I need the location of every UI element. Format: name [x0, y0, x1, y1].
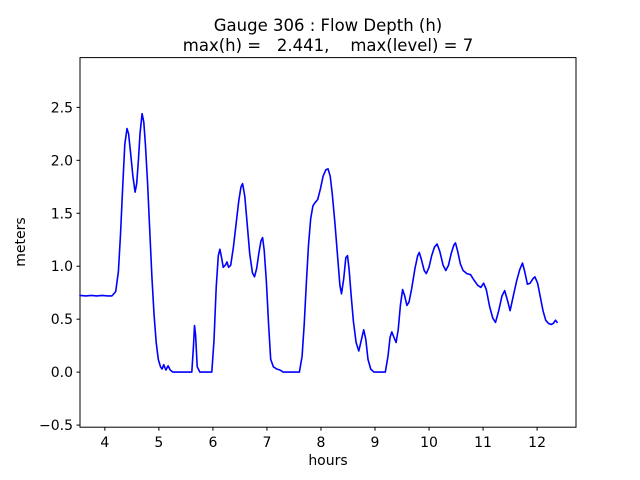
x-tick-label: 5: [154, 435, 163, 451]
x-tick-label: 12: [528, 435, 546, 451]
y-axis-ticks: −0.5 0.0 0.5 1.0 1.5 2.0 2.5: [39, 100, 80, 434]
x-tick-label: 10: [420, 435, 438, 451]
x-tick-label: 11: [474, 435, 492, 451]
y-tick-label: 1.0: [51, 259, 73, 275]
y-tick-label: −0.5: [39, 418, 73, 434]
x-axis-ticks: 4 5 6 7 8 9 10 11 12: [100, 427, 546, 451]
plot-area: [79, 57, 577, 428]
x-tick-label: 4: [100, 435, 109, 451]
x-axis-label: hours: [308, 453, 347, 469]
chart-subtitle: max(h) = 2.441, max(level) = 7: [183, 36, 473, 55]
flow-depth-line: [79, 112, 558, 373]
y-tick-label: 0.5: [51, 312, 73, 328]
x-tick-label: 6: [208, 435, 217, 451]
y-tick-label: 1.5: [51, 206, 73, 222]
x-tick-label: 7: [262, 435, 271, 451]
y-axis-label: meters: [13, 217, 29, 266]
x-tick-label: 8: [317, 435, 326, 451]
x-tick-label: 9: [371, 435, 380, 451]
y-tick-label: 2.0: [51, 153, 73, 169]
y-tick-label: 0.0: [51, 365, 73, 381]
y-tick-label: 2.5: [51, 100, 73, 116]
chart-title: Gauge 306 : Flow Depth (h): [214, 16, 443, 35]
